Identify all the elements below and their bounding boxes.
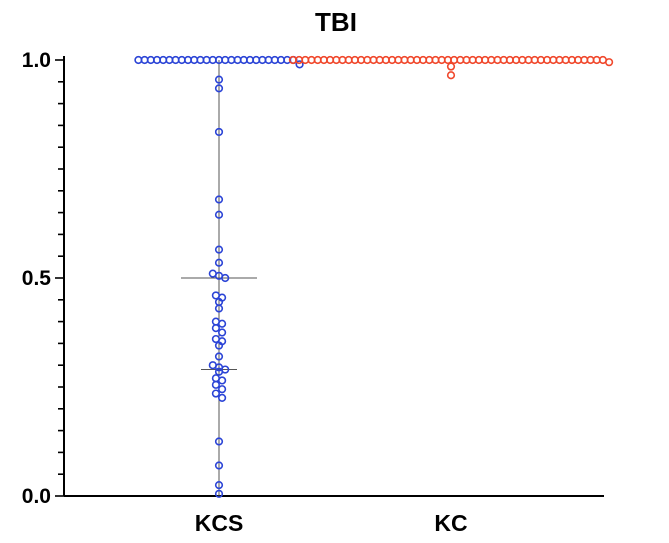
data-point-kcs xyxy=(214,489,224,498)
data-point-kcs xyxy=(218,319,227,328)
data-point-kcs xyxy=(214,245,224,254)
data-point-kcs xyxy=(214,352,224,361)
data-point-kcs xyxy=(214,341,224,350)
data-point-kcs xyxy=(211,324,220,333)
data-point-kcs xyxy=(214,461,224,470)
data-point-kcs xyxy=(211,380,220,389)
data-point-kcs xyxy=(218,328,227,337)
data-point-kcs xyxy=(214,75,224,84)
data-point-kcs xyxy=(295,60,304,69)
data-point-kcs xyxy=(218,385,227,394)
axes xyxy=(63,56,604,497)
chart-title: TBI xyxy=(315,7,357,37)
data-point-kcs xyxy=(214,367,224,376)
data-point-kcs xyxy=(214,258,224,267)
data-point-kcs xyxy=(211,389,220,398)
data-point-kcs xyxy=(214,84,224,93)
data-point-kcs xyxy=(214,127,224,137)
y-tick-label: 0.0 xyxy=(22,485,51,508)
x-axis-category-labels: KCS KC xyxy=(195,510,468,536)
data-point-kcs xyxy=(214,195,224,204)
data-point-kc xyxy=(604,58,614,67)
data-point-kcs xyxy=(214,437,224,446)
x-tick-label: KC xyxy=(434,510,467,536)
data-point-kcs xyxy=(218,376,227,385)
median-range-lines xyxy=(181,60,257,496)
y-axis-ticks: 0.0 0.5 1.0 xyxy=(22,49,64,508)
data-point-kcs xyxy=(214,481,224,490)
data-points xyxy=(134,55,614,498)
data-point-kc xyxy=(446,62,456,71)
x-tick-label: KCS xyxy=(195,510,244,536)
data-point-kc xyxy=(446,71,456,80)
data-point-kcs xyxy=(221,273,230,283)
y-tick-label: 1.0 xyxy=(22,49,51,72)
data-point-kcs xyxy=(218,393,227,403)
y-tick-label: 0.5 xyxy=(22,267,52,290)
data-point-kcs xyxy=(214,210,224,219)
data-point-kcs xyxy=(214,304,224,313)
